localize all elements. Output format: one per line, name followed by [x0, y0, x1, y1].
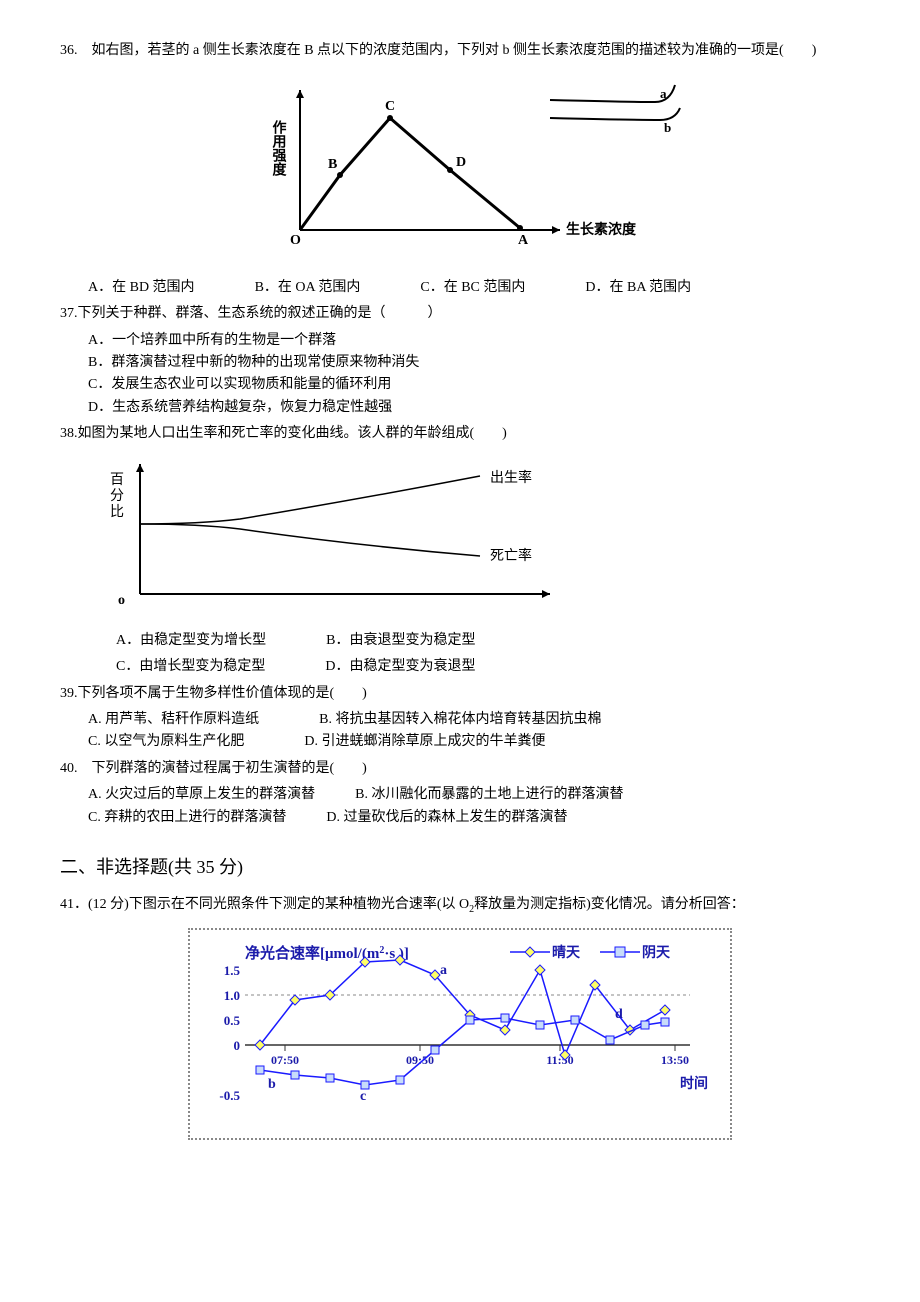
q39-opt-a: A. 用芦苇、秸秆作原料造纸 — [88, 709, 259, 731]
svg-text:07:50: 07:50 — [271, 1053, 299, 1067]
q38-opt-c: C．由增长型变为稳定型 — [116, 656, 265, 678]
q36-xlabel: 生长素浓度 — [566, 221, 637, 238]
q38-origin: o — [118, 593, 125, 608]
q41-stem-pre: 41．(12 分)下图示在不同光照条件下测定的某种植物光合速率(以 O — [60, 897, 469, 912]
q38-figure: 百 分 比 o 出生率 死亡率 — [80, 454, 860, 622]
q36-figure: O B C D A 作用强度 生长素浓度 a b — [60, 70, 860, 268]
svg-text:净光合速率[μmol/(m2·s )]: 净光合速率[μmol/(m2·s )] — [245, 944, 409, 962]
q38-opt-b: B．由衰退型变为稳定型 — [326, 630, 475, 652]
q40-opt-d: D. 过量砍伐后的森林上发生的群落演替 — [326, 807, 567, 829]
q37-opt-d: D．生态系统营养结构越复杂，恢复力稳定性越强 — [88, 397, 860, 419]
q36-options: A．在 BD 范围内 B．在 OA 范围内 C．在 BC 范围内 D．在 BA … — [60, 277, 860, 299]
svg-text:0: 0 — [234, 1038, 241, 1053]
q38-ylabel-2: 分 — [110, 488, 124, 504]
q40-opt-b: B. 冰川融化而暴露的土地上进行的群落演替 — [355, 784, 623, 806]
svg-text:c: c — [360, 1089, 366, 1104]
q36-stem-text: 36. 如右图，若茎的 a 侧生长素浓度在 B 点以下的浓度范围内，下列对 b … — [60, 43, 816, 58]
q40-opt-c: C. 弃耕的农田上进行的群落演替 — [88, 807, 286, 829]
q38-ylabel-1: 百 — [110, 472, 124, 488]
q41-chart: 净光合速率[μmol/(m2·s )] 晴天 阴天 1.5 1.0 0.5 0 -0.5 07:… — [188, 928, 732, 1140]
q37-opt-b: B．群落演替过程中新的物种的出现常使原来物种消失 — [88, 352, 860, 374]
svg-text:a: a — [440, 963, 447, 978]
q36-opt-b: B．在 OA 范围内 — [255, 277, 361, 299]
q36-opt-a: A．在 BD 范围内 — [88, 277, 195, 299]
q38-options: A．由稳定型变为增长型 B．由衰退型变为稳定型 C．由增长型变为稳定型 D．由稳… — [60, 630, 860, 679]
q38-opt-a: A．由稳定型变为增长型 — [116, 630, 266, 652]
q38-svg: 百 分 比 o 出生率 死亡率 — [80, 454, 580, 614]
svg-text:b: b — [268, 1077, 276, 1092]
q40-opt-a: A. 火灾过后的草原上发生的群落演替 — [88, 784, 315, 806]
q36-ylabel: 作用强度 — [271, 120, 287, 178]
q38-ylabel-3: 比 — [110, 504, 124, 520]
q40-options: A. 火灾过后的草原上发生的群落演替 B. 冰川融化而暴露的土地上进行的群落演替… — [60, 784, 860, 829]
q36-letter-b: b — [664, 120, 671, 135]
q41-stem: 41．(12 分)下图示在不同光照条件下测定的某种植物光合速率(以 O2释放量为… — [60, 894, 860, 918]
svg-text:1.5: 1.5 — [224, 963, 241, 978]
q36-letter-a: a — [660, 86, 667, 101]
q39-options: A. 用芦苇、秸秆作原料造纸 B. 将抗虫基因转入棉花体内培育转基因抗虫棉 C.… — [60, 709, 860, 754]
q36-label-o: O — [290, 233, 301, 248]
q41-stem-post: 释放量为测定指标)变化情况。请分析回答： — [474, 897, 745, 912]
svg-text:d: d — [615, 1007, 623, 1022]
q38-opt-d: D．由稳定型变为衰退型 — [325, 656, 475, 678]
svg-text:1.0: 1.0 — [224, 988, 240, 1003]
svg-text:阴天: 阴天 — [642, 945, 671, 961]
section2-title: 二、非选择题(共 35 分) — [60, 853, 860, 882]
svg-text:时间: 时间 — [680, 1075, 708, 1092]
q39-stem: 39.下列各项不属于生物多样性价值体现的是( ) — [60, 683, 860, 705]
q38-stem: 38.如图为某地人口出生率和死亡率的变化曲线。该人群的年龄组成( ) — [60, 423, 860, 445]
svg-text:晴天: 晴天 — [552, 944, 581, 961]
q39-opt-c: C. 以空气为原料生产化肥 — [88, 731, 244, 753]
q37-opt-a: A．一个培养皿中所有的生物是一个群落 — [88, 330, 860, 352]
q37-opt-c: C．发展生态农业可以实现物质和能量的循环利用 — [88, 374, 860, 396]
q40-stem: 40. 下列群落的演替过程属于初生演替的是( ) — [60, 758, 860, 780]
q36-label-c: C — [385, 99, 395, 114]
q37-options: A．一个培养皿中所有的生物是一个群落 B．群落演替过程中新的物种的出现常使原来物… — [60, 330, 860, 420]
q39-opt-d: D. 引进蜣螂消除草原上成灾的牛羊粪便 — [304, 731, 545, 753]
q36-label-b: B — [328, 157, 337, 172]
q36-opt-c: C．在 BC 范围内 — [420, 277, 525, 299]
svg-text:0.5: 0.5 — [224, 1013, 241, 1028]
q36-stem: 36. 如右图，若茎的 a 侧生长素浓度在 B 点以下的浓度范围内，下列对 b … — [60, 40, 860, 62]
q37-stem: 37.下列关于种群、群落、生态系统的叙述正确的是（ ） — [60, 303, 860, 325]
q36-label-d: D — [456, 155, 466, 170]
q38-line2-label: 死亡率 — [490, 547, 532, 564]
q41-chart-svg: 净光合速率[μmol/(m2·s )] 晴天 阴天 1.5 1.0 0.5 0 -0.5 07:… — [200, 940, 720, 1120]
q36-opt-d: D．在 BA 范围内 — [585, 277, 691, 299]
q39-opt-b: B. 将抗虫基因转入棉花体内培育转基因抗虫棉 — [319, 709, 601, 731]
svg-text:13:50: 13:50 — [661, 1053, 689, 1067]
svg-text:-0.5: -0.5 — [219, 1088, 240, 1103]
q36-svg: O B C D A 作用强度 生长素浓度 a b — [220, 70, 700, 260]
q38-line1-label: 出生率 — [490, 469, 532, 486]
q36-label-a: A — [518, 233, 529, 248]
